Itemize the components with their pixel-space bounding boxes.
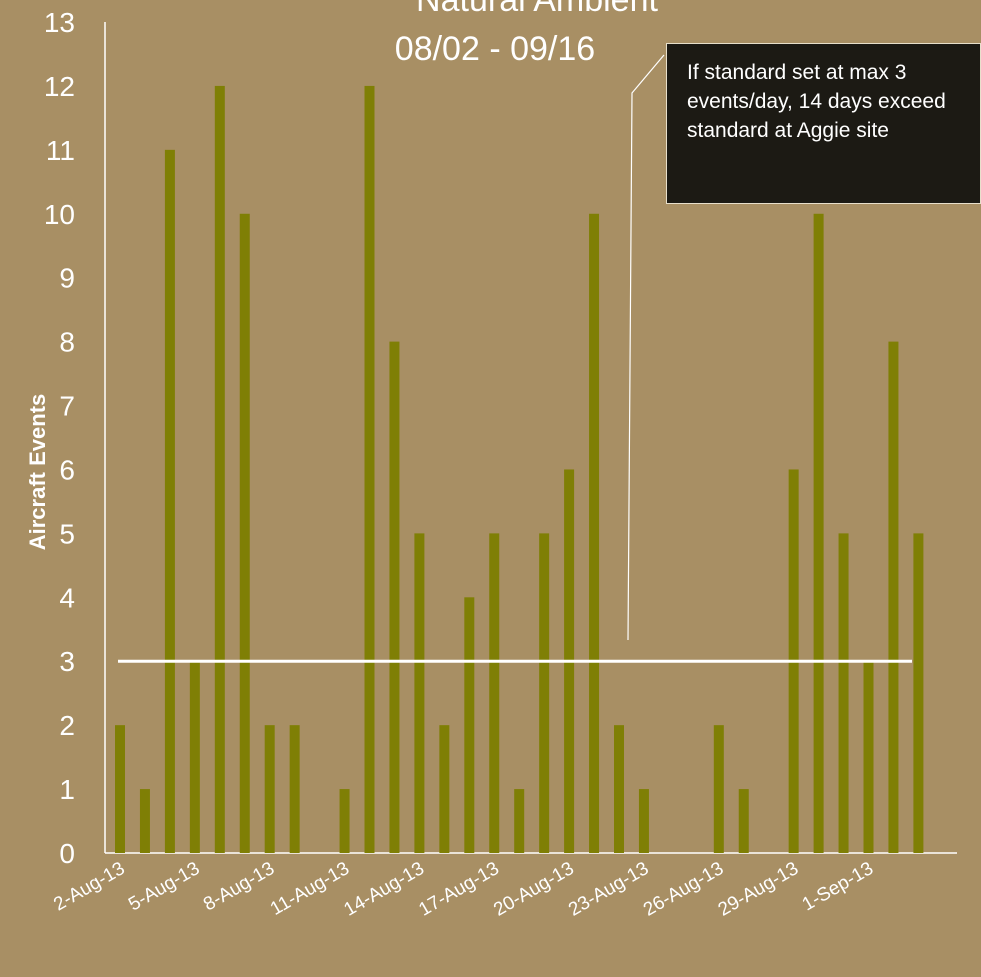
y-axis-label: Aircraft Events: [25, 394, 50, 551]
x-tick-label: 23-Aug-13: [565, 858, 652, 921]
bar: [514, 789, 525, 853]
chart-subtitle: 08/02 - 09/16: [395, 30, 595, 68]
y-tick-label: 2: [59, 710, 75, 741]
bar: [339, 789, 350, 853]
y-tick-label: 3: [59, 646, 75, 677]
bar: [813, 213, 824, 853]
y-tick-label: 10: [44, 199, 75, 230]
bar: [713, 725, 724, 853]
x-tick-label: 5-Aug-13: [125, 858, 203, 915]
bar: [239, 213, 250, 853]
bar: [389, 341, 400, 853]
x-tick-label: 1-Sep-13: [799, 858, 877, 915]
x-tick-label: 26-Aug-13: [640, 858, 727, 921]
y-tick-label: 7: [59, 391, 75, 422]
x-tick-label: 11-Aug-13: [267, 858, 353, 920]
bar: [738, 789, 749, 853]
bar: [364, 85, 375, 853]
y-tick-label: 6: [59, 454, 75, 485]
y-tick-label: 13: [44, 7, 75, 38]
y-tick-label: 5: [59, 518, 75, 549]
bar: [838, 533, 849, 853]
bar: [489, 533, 500, 853]
y-tick-label: 9: [59, 263, 75, 294]
bar: [888, 341, 899, 853]
bar: [164, 149, 175, 853]
x-tick-label: 20-Aug-13: [490, 858, 577, 921]
bar: [115, 725, 125, 853]
bar: [439, 725, 450, 853]
y-tick-label: 8: [59, 327, 75, 358]
bar: [638, 789, 649, 853]
bar: [464, 597, 475, 853]
x-tick-label: 29-Aug-13: [715, 858, 802, 921]
y-tick-label: 12: [44, 71, 75, 102]
bar: [189, 661, 200, 853]
bar: [913, 533, 924, 853]
chart-title: Natural Ambient: [416, 0, 658, 19]
annotation-callout: If standard set at max 3 events/day, 14 …: [666, 43, 981, 204]
x-tick-label: 8-Aug-13: [200, 858, 278, 915]
x-tick-label: 14-Aug-13: [341, 858, 428, 921]
bar: [414, 533, 425, 853]
bar: [214, 85, 225, 853]
bar: [289, 725, 300, 853]
bar: [139, 789, 150, 853]
y-tick-label: 1: [59, 774, 75, 805]
callout-pointer: [627, 54, 665, 641]
bar: [863, 661, 874, 853]
bar: [264, 725, 275, 853]
y-tick-label: 0: [59, 838, 75, 869]
bar: [539, 533, 550, 853]
y-tick-label: 4: [59, 582, 75, 613]
bar: [589, 213, 600, 853]
bar: [614, 725, 624, 853]
x-tick-label: 17-Aug-13: [415, 858, 502, 921]
y-tick-label: 11: [46, 135, 75, 166]
annotation-text: If standard set at max 3 events/day, 14 …: [687, 61, 946, 142]
